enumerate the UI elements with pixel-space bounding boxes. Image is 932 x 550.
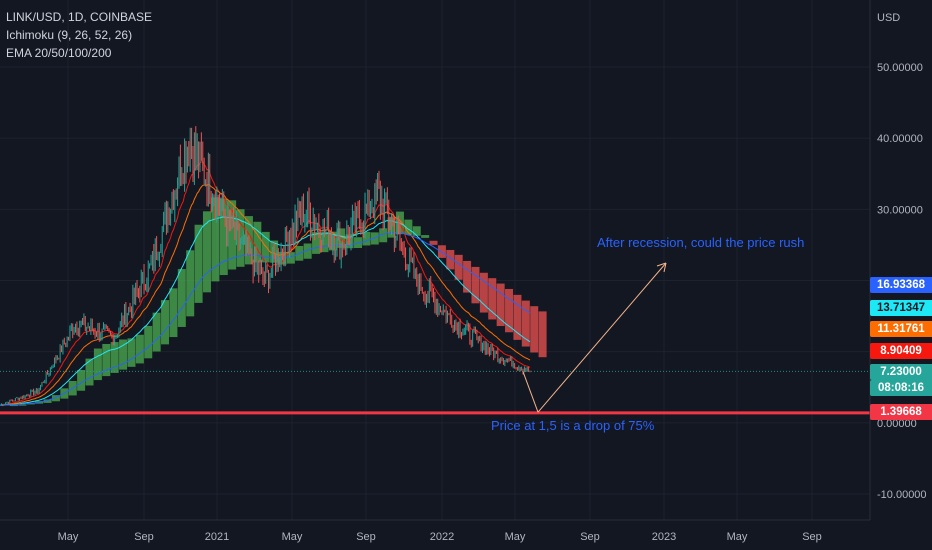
annotation-recession[interactable]: After recession, could the price rush xyxy=(597,235,804,250)
cloud-segment xyxy=(261,231,270,263)
cloud-segment xyxy=(379,228,388,243)
ema-line-3 xyxy=(0,231,531,406)
cloud-segment xyxy=(471,266,480,304)
cloud-segment xyxy=(119,339,128,370)
cloud-segment xyxy=(211,197,220,282)
cloud-segment xyxy=(85,358,94,386)
annotation-drop[interactable]: Price at 1,5 is a drop of 75% xyxy=(491,418,655,433)
cloud-segment xyxy=(404,219,413,235)
cloud-segment xyxy=(93,348,102,381)
cloud-segment xyxy=(51,395,60,402)
cloud-segment xyxy=(479,272,488,313)
cloud-segment xyxy=(228,200,237,270)
x-tick-label: Sep xyxy=(134,531,154,543)
x-tick-label: May xyxy=(282,531,303,543)
cloud-segment xyxy=(488,278,497,320)
cloud-segment xyxy=(446,249,455,270)
cloud-segment xyxy=(312,232,321,254)
grid-lines xyxy=(0,0,870,520)
ema-line-2 xyxy=(0,216,531,406)
ichimoku-cloud xyxy=(10,197,547,407)
chart-legend: LINK/USD, 1D, COINBASE Ichimoku (9, 26, … xyxy=(6,8,152,62)
cloud-segment xyxy=(521,300,530,347)
ema-lines xyxy=(0,161,531,406)
cloud-segment xyxy=(437,245,446,258)
price-series xyxy=(0,126,531,407)
cloud-segment xyxy=(18,404,27,406)
cloud-segment xyxy=(161,300,170,345)
x-tick-label: Sep xyxy=(356,531,376,543)
cloud-segment xyxy=(43,399,52,403)
cloud-segment xyxy=(303,243,312,259)
x-tick-label: May xyxy=(505,531,526,543)
cloud-segment xyxy=(421,235,430,238)
symbol-title[interactable]: LINK/USD, 1D, COINBASE xyxy=(6,10,153,24)
x-tick-label: May xyxy=(727,531,748,543)
ema-label[interactable]: EMA 20/50/100/200 xyxy=(6,46,112,60)
cloud-segment xyxy=(253,221,262,263)
cloud-segment xyxy=(127,338,136,367)
cloud-segment xyxy=(463,260,472,293)
x-tick-label: May xyxy=(58,531,79,543)
cloud-segment xyxy=(10,405,18,407)
x-tick-label: 2023 xyxy=(652,531,676,543)
cloud-segment xyxy=(530,306,539,353)
price-tag: 1.39668 xyxy=(870,404,932,420)
ichimoku-label[interactable]: Ichimoku (9, 26, 52, 26) xyxy=(6,28,133,42)
cloud-segment xyxy=(505,288,514,333)
ema-line-0 xyxy=(0,161,531,406)
drop-arrow-line[interactable] xyxy=(522,371,539,413)
cloud-segment xyxy=(320,232,329,253)
cloud-segment xyxy=(194,224,203,303)
cloud-segment xyxy=(219,198,228,276)
cloud-segment xyxy=(362,231,371,246)
rush-arrow-head[interactable] xyxy=(656,262,667,273)
x-tick-label: 2022 xyxy=(430,531,454,543)
annotation-arrows[interactable] xyxy=(522,262,667,413)
y-tick-label: 0.00000 xyxy=(877,418,917,430)
cloud-segment xyxy=(538,311,547,358)
cloud-segment xyxy=(202,211,211,293)
price-tag: 16.93368 xyxy=(870,277,932,293)
x-tick-label: Sep xyxy=(802,531,822,543)
cloud-segment xyxy=(454,254,463,280)
ema-line-1 xyxy=(0,183,531,406)
y-tick-label: 30.00000 xyxy=(877,204,923,216)
x-tick-label: 2021 xyxy=(205,531,229,543)
cloud-segment xyxy=(144,325,153,359)
cloud-segment xyxy=(77,369,86,391)
rush-arrow-line[interactable] xyxy=(537,262,667,413)
price-tag: 13.71347 xyxy=(870,300,932,316)
cloud-segment xyxy=(496,283,505,327)
cloud-segment xyxy=(186,250,195,317)
y-tick-label: 40.00000 xyxy=(877,133,923,145)
horizontal-lines[interactable] xyxy=(0,370,870,415)
y-tick-label: 50.00000 xyxy=(877,62,923,74)
cloud-segment xyxy=(370,232,379,245)
x-tick-label: Sep xyxy=(580,531,600,543)
cloud-segment xyxy=(102,343,111,377)
cloud-segment xyxy=(152,312,161,352)
price-tag: 11.31761 xyxy=(870,321,932,337)
cloud-segment xyxy=(169,288,178,338)
cloud-segment xyxy=(286,252,295,264)
price-tag: 08:08:16 xyxy=(870,380,932,396)
cloud-segment xyxy=(412,226,421,236)
cloud-segment xyxy=(337,228,346,248)
price-tag: 8.90409 xyxy=(870,343,932,359)
price-tag: 7.23000 xyxy=(870,364,932,380)
cloud-segment xyxy=(110,342,119,373)
y-tick-label: -10.00000 xyxy=(877,489,927,501)
cloud-segment xyxy=(177,269,186,327)
cloud-segment xyxy=(429,240,438,245)
cloud-segment xyxy=(135,334,144,364)
currency-label: USD xyxy=(877,12,900,24)
cloud-segment xyxy=(513,294,522,340)
